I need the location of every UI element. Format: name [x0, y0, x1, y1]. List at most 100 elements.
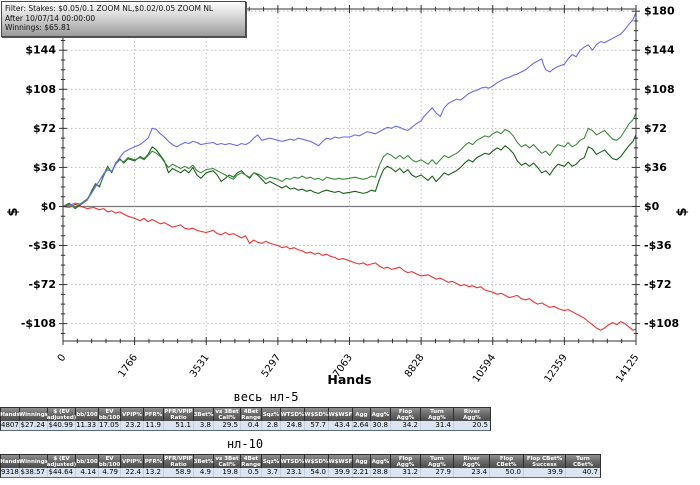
value-cell: 3.7: [262, 468, 281, 477]
value-cell: 23.1: [281, 468, 305, 477]
value-cell: 23.2: [121, 421, 144, 430]
stats-table-nl5: Hands Winnings $ (EV adjusted) bb/100 EV bb/…: [0, 407, 491, 431]
value-cell: 4.9: [194, 468, 214, 477]
header-cell: Turn Agg%: [421, 408, 454, 421]
value-cell: 31.4: [421, 421, 454, 430]
header-cell: Flop CBet%: [490, 455, 524, 468]
header-cell: River Agg%: [454, 455, 490, 468]
header-cell: WTSD%: [281, 408, 305, 421]
header-cell: Winnings: [19, 408, 48, 421]
green-light-line: [62, 112, 637, 209]
header-cell: Agg%: [371, 408, 391, 421]
y-axis-tick-label-right: $180: [644, 5, 675, 18]
value-cell: 51.1: [164, 421, 194, 430]
value-cell: 22.4: [121, 468, 144, 477]
header-cell: Sqz%: [262, 455, 281, 468]
x-axis-tick-label: 1766: [116, 352, 140, 379]
value-cell: $44.64: [48, 468, 76, 477]
value-cell: 39.9: [329, 468, 353, 477]
value-cell: 40.7: [566, 468, 600, 477]
y-axis-tick-label-right: $0: [644, 200, 660, 213]
header-cell: Turn Agg%: [421, 455, 454, 468]
y-axis-tick-label-right: $108: [644, 83, 675, 96]
header-cell: Turn CBet%: [566, 455, 600, 468]
header-cell: Sqz%: [262, 408, 281, 421]
header-cell: 3Bet%: [194, 455, 214, 468]
value-cell: 27.9: [421, 468, 454, 477]
x-axis-tick-label: 12359: [543, 352, 570, 384]
header-cell: W$WSF: [329, 408, 353, 421]
y-axis-tick-label-right: $72: [644, 122, 667, 135]
value-cell: 13.2: [144, 468, 164, 477]
x-axis-tick-label: 8828: [403, 352, 427, 379]
y-axis-tick-label-left: $108: [25, 83, 56, 96]
value-cell: $27.24: [20, 421, 48, 430]
header-cell: Winnings: [19, 455, 48, 468]
value-cell: 50.0: [490, 468, 524, 477]
value-cell: 17.05: [99, 421, 121, 430]
header-cell: bb/100: [76, 408, 99, 421]
blue-line: [62, 11, 637, 208]
header-cell: PFR%: [144, 455, 164, 468]
value-cell: 34.2: [391, 421, 421, 430]
value-cell: 4807: [1, 421, 20, 430]
header-cell: Agg%: [371, 455, 391, 468]
value-cell: 0.5: [241, 468, 262, 477]
header-cell: VPIP%: [121, 408, 144, 421]
table-header-row: Hands Winnings $ (EV adjusted) bb/100 EV bb/…: [0, 455, 600, 468]
y-axis-tick-label-right: $36: [644, 161, 667, 174]
y-axis-tick-label-right: -$108: [644, 317, 679, 330]
value-cell: 54.0: [305, 468, 329, 477]
header-cell: PFR/VPIP Ratio: [164, 455, 194, 468]
winnings-line-chart: $180$180$144$144$108$108$72$72$36$36$0$0…: [6, 5, 690, 387]
red-line: [62, 203, 637, 331]
y-axis-tick-label-left: -$108: [21, 317, 56, 330]
value-cell: 57.7: [305, 421, 329, 430]
header-cell: W$SD%: [305, 408, 329, 421]
header-cell: Agg: [353, 408, 371, 421]
table-value-row: 4807 $27.24 $40.99 11.33 17.05 23.2 11.9 51.1 3.…: [1, 421, 490, 430]
value-cell: $38.57: [20, 468, 48, 477]
filter-info-box: Filter: Stakes: $0.05/0.1 ZOOM NL,$0.02/…: [1, 1, 246, 37]
value-cell: 2.8: [262, 421, 281, 430]
header-cell: Hands: [0, 408, 20, 421]
y-axis-tick-label-left: -$72: [28, 278, 56, 291]
y-axis-tick-label-left: -$36: [28, 239, 56, 252]
table-value-row: 9318 $38.57 $44.64 4.14 4.79 22.4 13.2 58.9 4.9 1…: [1, 468, 600, 477]
value-cell: 11.33: [76, 421, 99, 430]
x-axis-tick-label: 10594: [471, 352, 498, 384]
stats-table-nl10: Hands Winnings $ (EV adjusted) bb/100 EV bb/…: [0, 454, 601, 478]
y-axis-tick-label-right: -$36: [644, 239, 672, 252]
header-cell: EV bb/100: [98, 408, 121, 421]
value-cell: 31.2: [391, 468, 421, 477]
value-cell: $40.99: [48, 421, 76, 430]
y-axis-tick-label-right: $144: [644, 44, 675, 57]
green-dark-line: [62, 134, 637, 210]
header-cell: PFR/VPIP Ratio: [164, 408, 194, 421]
y-axis-tick-label-left: $0: [41, 200, 57, 213]
x-axis-tick-label: 5297: [260, 352, 284, 379]
header-cell: vs 3Bet Call%: [214, 408, 241, 421]
header-cell: 3Bet%: [194, 408, 214, 421]
y-axis-tick-label-left: $144: [25, 44, 56, 57]
value-cell: 28.8: [371, 468, 391, 477]
filter-date-text: After 10/07/14 00:00:00: [5, 13, 96, 23]
x-axis-tick-label: 3531: [188, 352, 212, 379]
header-cell: Flop Agg%: [391, 455, 421, 468]
y-axis-tick-label-right: -$72: [644, 278, 672, 291]
header-cell: 4Bet Range: [241, 455, 262, 468]
value-cell: 4.79: [99, 468, 121, 477]
value-cell: 3.8: [194, 421, 214, 430]
y-axis-title-right: $: [675, 207, 690, 216]
y-axis-tick-label-left: $72: [33, 122, 56, 135]
value-cell: 2.64: [353, 421, 371, 430]
value-cell: 30.8: [371, 421, 391, 430]
y-axis-tick-label-left: $36: [33, 161, 56, 174]
value-cell: 39.9: [524, 468, 566, 477]
header-cell: PFR%: [144, 408, 164, 421]
value-cell: 19.8: [214, 468, 241, 477]
header-cell: Flop CBet% Success: [524, 455, 566, 468]
value-cell: 9318: [1, 468, 20, 477]
header-cell: EV bb/100: [98, 455, 121, 468]
header-cell: 4Bet Range: [241, 408, 262, 421]
